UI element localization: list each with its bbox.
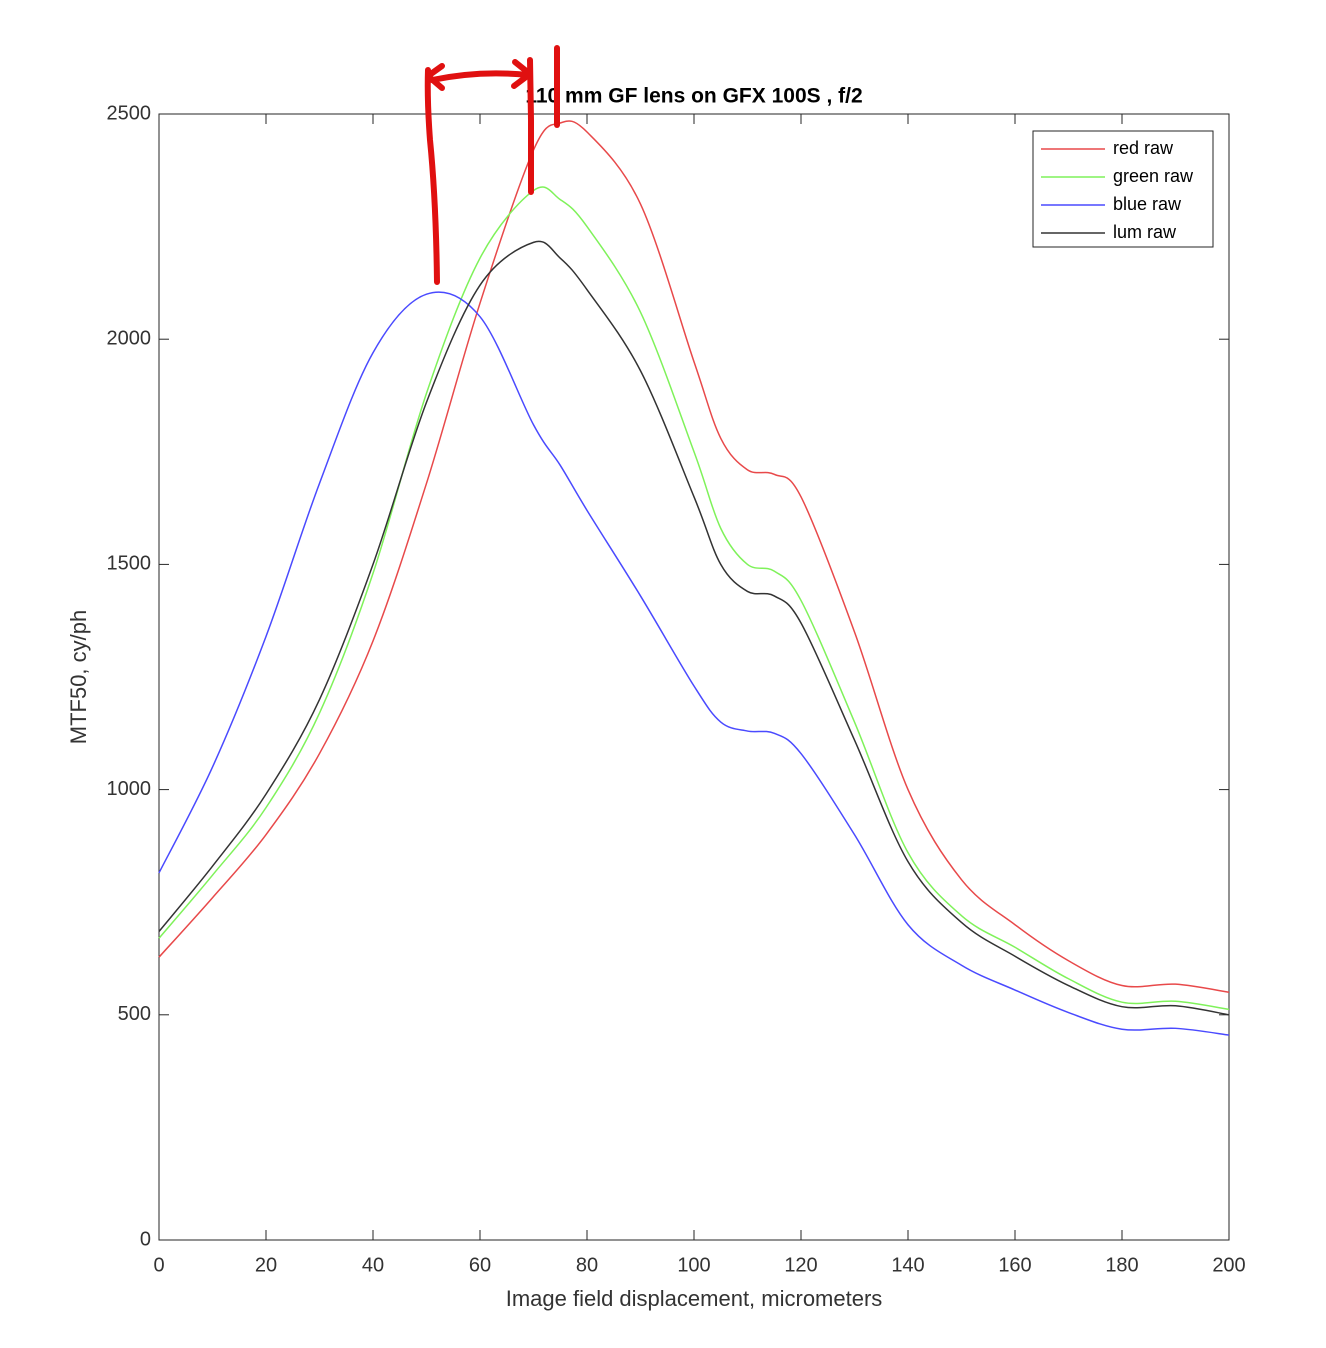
y-tick-label: 2500 (107, 102, 152, 124)
annotation-arrowhead (511, 59, 533, 89)
x-tick-label: 200 (1212, 1254, 1245, 1276)
x-tick-label: 140 (891, 1254, 924, 1276)
annotation-line (527, 57, 534, 195)
legend-label: green raw (1113, 166, 1194, 186)
annotation-arrowhead (425, 63, 445, 91)
x-axis-label: Image field displacement, micrometers (506, 1286, 883, 1311)
x-tick-label: 20 (255, 1254, 277, 1276)
chart-title: 110 mm GF lens on GFX 100S , f/2 (525, 85, 862, 108)
x-tick-label: 0 (153, 1254, 164, 1276)
y-axis-label: MTF50, cy/ph (66, 610, 91, 744)
y-tick-label: 500 (118, 1003, 151, 1025)
legend-label: blue raw (1113, 194, 1182, 214)
annotation (424, 45, 560, 285)
series-line (158, 120, 1230, 994)
annotation-line (424, 67, 440, 285)
y-tick-label: 1000 (107, 778, 152, 800)
series-line (158, 291, 1230, 1036)
series-line (158, 240, 1230, 1016)
series-line (158, 186, 1230, 1011)
annotation-arrow (429, 70, 531, 83)
y-tick-label: 2000 (107, 327, 152, 349)
x-tick-label: 40 (362, 1254, 384, 1276)
x-tick-label: 80 (576, 1254, 598, 1276)
plot-marks: 0 20 40 60 80 100 120 140 160 180 2000500100015002… (107, 102, 1246, 1276)
x-tick-label: 60 (469, 1254, 491, 1276)
x-tick-label: 160 (998, 1254, 1031, 1276)
y-tick-label: 1500 (107, 553, 152, 575)
plot-box (158, 113, 1230, 1241)
legend-box (1032, 130, 1214, 248)
x-tick-label: 100 (677, 1254, 710, 1276)
legend-label: lum raw (1113, 222, 1177, 242)
x-tick-label: 120 (784, 1254, 817, 1276)
x-tick-label: 180 (1105, 1254, 1138, 1276)
legend-label: red raw (1113, 138, 1174, 158)
y-tick-label: 0 (140, 1228, 151, 1250)
